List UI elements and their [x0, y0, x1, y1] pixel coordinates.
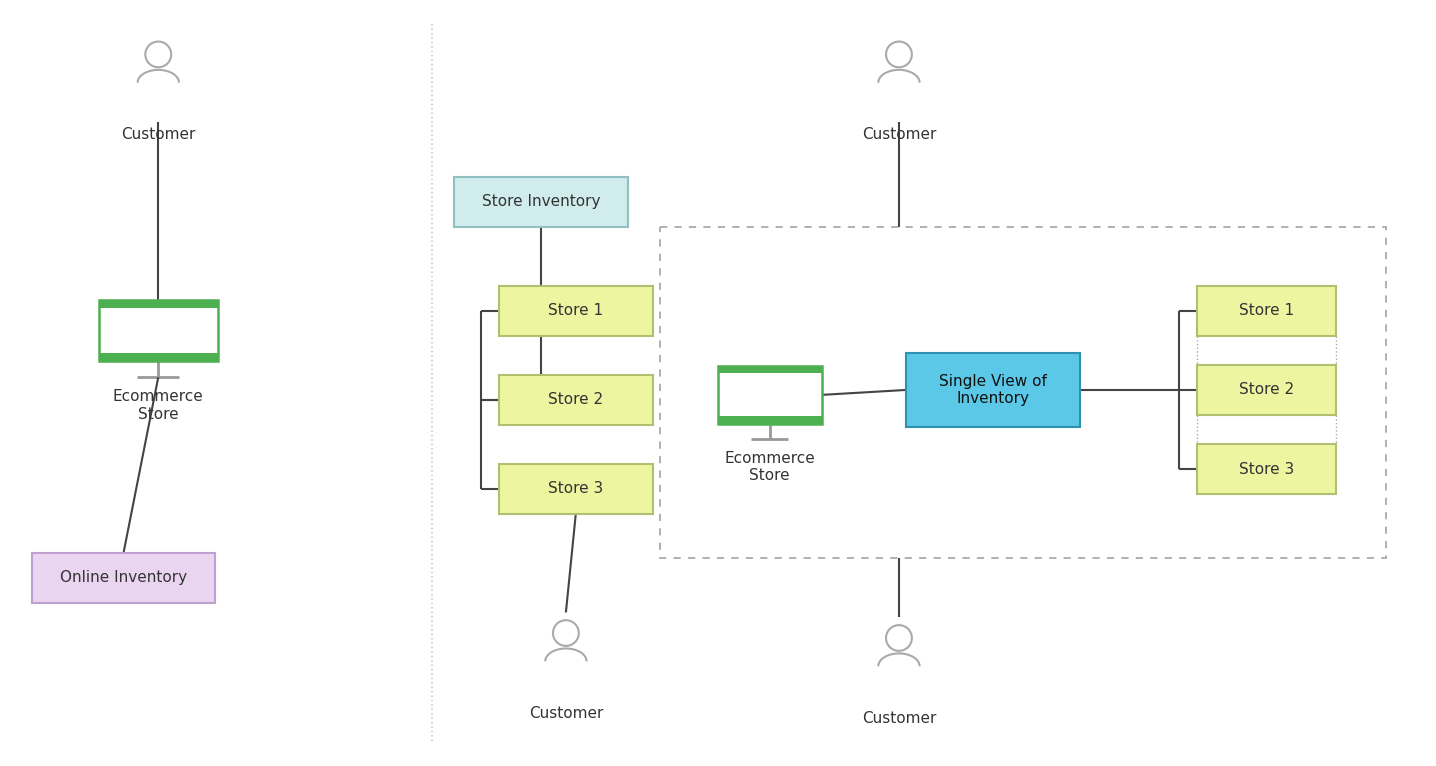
FancyBboxPatch shape: [99, 300, 218, 308]
Text: Customer: Customer: [528, 706, 603, 721]
FancyBboxPatch shape: [498, 464, 653, 513]
FancyBboxPatch shape: [718, 417, 821, 424]
FancyBboxPatch shape: [718, 365, 821, 424]
Text: Customer: Customer: [121, 127, 195, 142]
FancyBboxPatch shape: [906, 353, 1080, 427]
FancyBboxPatch shape: [498, 286, 653, 336]
FancyBboxPatch shape: [718, 365, 821, 373]
FancyBboxPatch shape: [99, 300, 218, 362]
Text: Store 3: Store 3: [1239, 462, 1294, 476]
Text: Ecommerce
Store: Ecommerce Store: [724, 451, 816, 483]
Text: Store 2: Store 2: [1239, 382, 1294, 398]
Text: Store 3: Store 3: [549, 481, 603, 496]
FancyBboxPatch shape: [454, 177, 628, 227]
Text: Customer: Customer: [862, 127, 936, 142]
FancyBboxPatch shape: [498, 375, 653, 424]
Text: Store 1: Store 1: [549, 303, 603, 319]
FancyBboxPatch shape: [99, 353, 218, 362]
FancyBboxPatch shape: [1198, 286, 1337, 336]
Text: Store 1: Store 1: [1239, 303, 1294, 319]
Text: Store 2: Store 2: [549, 392, 603, 408]
Text: Online Inventory: Online Inventory: [60, 571, 187, 585]
Text: Ecommerce
Store: Ecommerce Store: [113, 389, 204, 421]
FancyBboxPatch shape: [1198, 365, 1337, 414]
FancyBboxPatch shape: [32, 553, 215, 603]
Text: Customer: Customer: [862, 711, 936, 726]
Text: Single View of
Inventory: Single View of Inventory: [939, 374, 1047, 406]
FancyBboxPatch shape: [1198, 444, 1337, 494]
Text: Store Inventory: Store Inventory: [482, 195, 600, 209]
